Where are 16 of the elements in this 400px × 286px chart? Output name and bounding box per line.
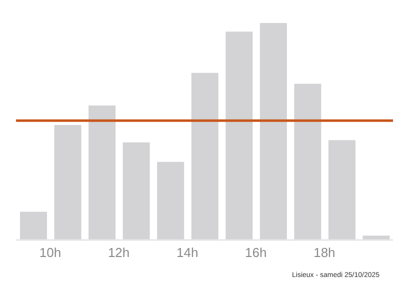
bar [191, 72, 218, 240]
bar [226, 32, 253, 240]
bar [122, 142, 150, 240]
x-tick-label: 18h [314, 245, 336, 260]
bar [157, 162, 184, 240]
bar [88, 105, 116, 240]
x-tick-label: 12h [108, 245, 130, 260]
bar [54, 124, 82, 240]
bar [362, 236, 390, 240]
bar [328, 140, 356, 240]
x-tick-label: 16h [245, 245, 267, 260]
x-tick-label: 10h [39, 245, 62, 260]
bar [20, 212, 47, 240]
bar [260, 23, 287, 240]
bar [294, 84, 322, 240]
x-tick-label: 14h [176, 245, 198, 260]
